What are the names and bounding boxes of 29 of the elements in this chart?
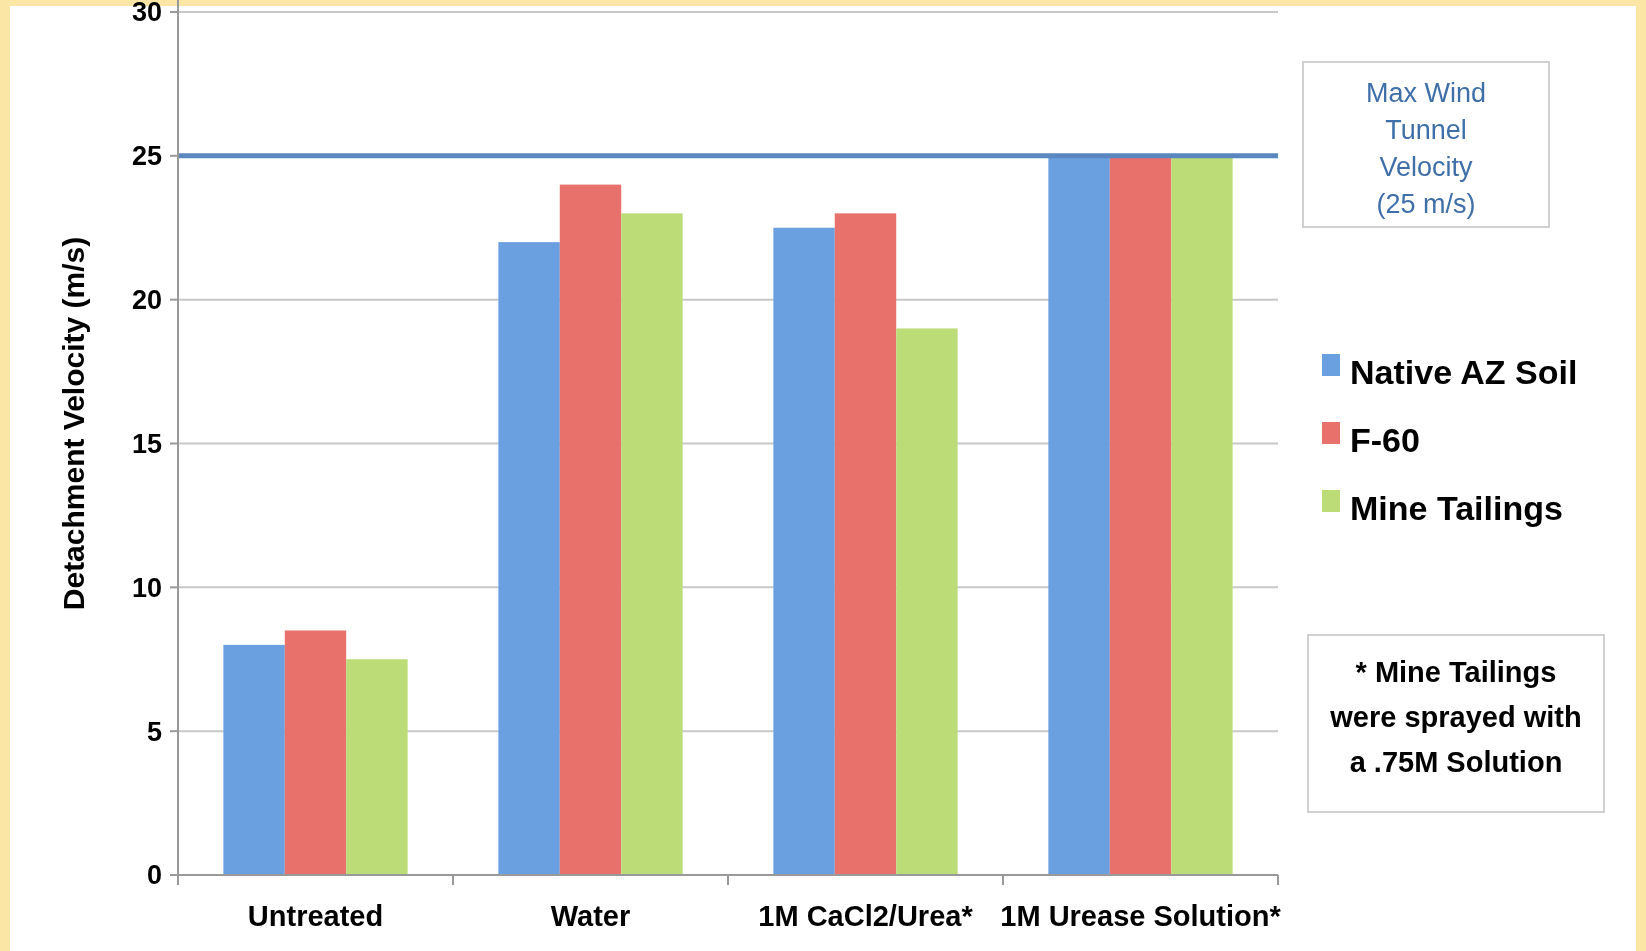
- ref-line-label: Max Wind Tunnel Velocity (25 m/s): [1365, 78, 1487, 219]
- legend-label: Native AZ Soil: [1350, 352, 1578, 391]
- bar: [621, 213, 683, 875]
- text: * Mine Tailings were sprayed with a .75M Solution: [1329, 656, 1582, 778]
- bar: [559, 184, 622, 875]
- bar: [284, 630, 347, 875]
- legend-label: F-60: [1350, 420, 1420, 459]
- y-tick-label: 15: [131, 428, 162, 459]
- y-tick-label: 30: [131, 0, 162, 28]
- x-tick-label: 1M Urease Solution*: [1000, 900, 1282, 932]
- bar: [223, 644, 285, 875]
- bar: [346, 659, 408, 875]
- bar: [498, 242, 560, 875]
- x-tick-label: 1M CaCl2/Urea*: [758, 900, 974, 932]
- x-tick-label: Untreated: [247, 900, 384, 932]
- x-tick-label: Water: [550, 900, 631, 932]
- legend-label: Mine Tailings: [1350, 488, 1563, 527]
- y-tick-label: 0: [146, 860, 162, 891]
- y-tick-label: 10: [131, 572, 162, 603]
- bar: [1048, 155, 1110, 875]
- y-axis-title: Detachment Velocity (m/s): [57, 236, 90, 611]
- bar: [773, 227, 835, 875]
- bar: [896, 328, 958, 875]
- bar: [834, 213, 897, 875]
- bar: [1109, 155, 1172, 875]
- bar: [1171, 155, 1233, 875]
- y-tick-label: 25: [131, 141, 162, 172]
- y-tick-label: 20: [131, 285, 162, 316]
- y-tick-label: 5: [146, 716, 162, 747]
